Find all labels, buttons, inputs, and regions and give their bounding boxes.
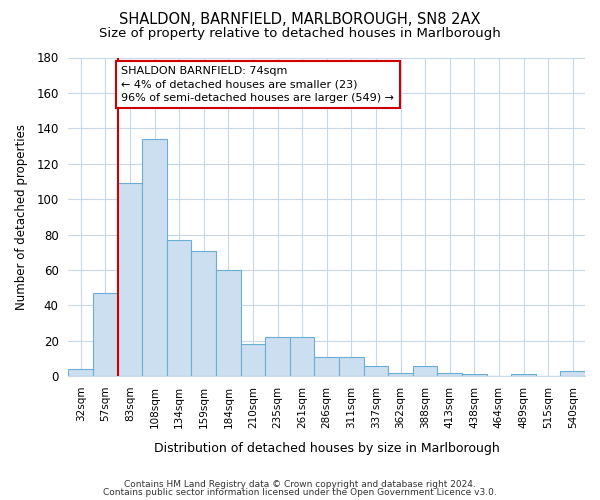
- Bar: [191, 250, 216, 376]
- Bar: [241, 344, 265, 376]
- Bar: [142, 139, 167, 376]
- Y-axis label: Number of detached properties: Number of detached properties: [15, 124, 28, 310]
- Bar: [364, 366, 388, 376]
- Bar: [167, 240, 191, 376]
- Bar: [314, 357, 339, 376]
- Text: SHALDON BARNFIELD: 74sqm
← 4% of detached houses are smaller (23)
96% of semi-de: SHALDON BARNFIELD: 74sqm ← 4% of detache…: [121, 66, 394, 103]
- Text: Size of property relative to detached houses in Marlborough: Size of property relative to detached ho…: [99, 28, 501, 40]
- Bar: [437, 372, 462, 376]
- Text: SHALDON, BARNFIELD, MARLBOROUGH, SN8 2AX: SHALDON, BARNFIELD, MARLBOROUGH, SN8 2AX: [119, 12, 481, 28]
- Bar: [265, 338, 290, 376]
- Bar: [462, 374, 487, 376]
- Bar: [511, 374, 536, 376]
- Bar: [339, 357, 364, 376]
- Bar: [216, 270, 241, 376]
- Bar: [388, 372, 413, 376]
- Bar: [118, 183, 142, 376]
- Text: Contains HM Land Registry data © Crown copyright and database right 2024.: Contains HM Land Registry data © Crown c…: [124, 480, 476, 489]
- X-axis label: Distribution of detached houses by size in Marlborough: Distribution of detached houses by size …: [154, 442, 500, 455]
- Bar: [93, 293, 118, 376]
- Bar: [290, 338, 314, 376]
- Text: Contains public sector information licensed under the Open Government Licence v3: Contains public sector information licen…: [103, 488, 497, 497]
- Bar: [68, 369, 93, 376]
- Bar: [560, 371, 585, 376]
- Bar: [413, 366, 437, 376]
